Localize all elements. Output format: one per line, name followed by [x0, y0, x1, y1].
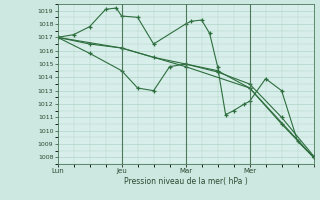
X-axis label: Pression niveau de la mer( hPa ): Pression niveau de la mer( hPa ) [124, 177, 247, 186]
